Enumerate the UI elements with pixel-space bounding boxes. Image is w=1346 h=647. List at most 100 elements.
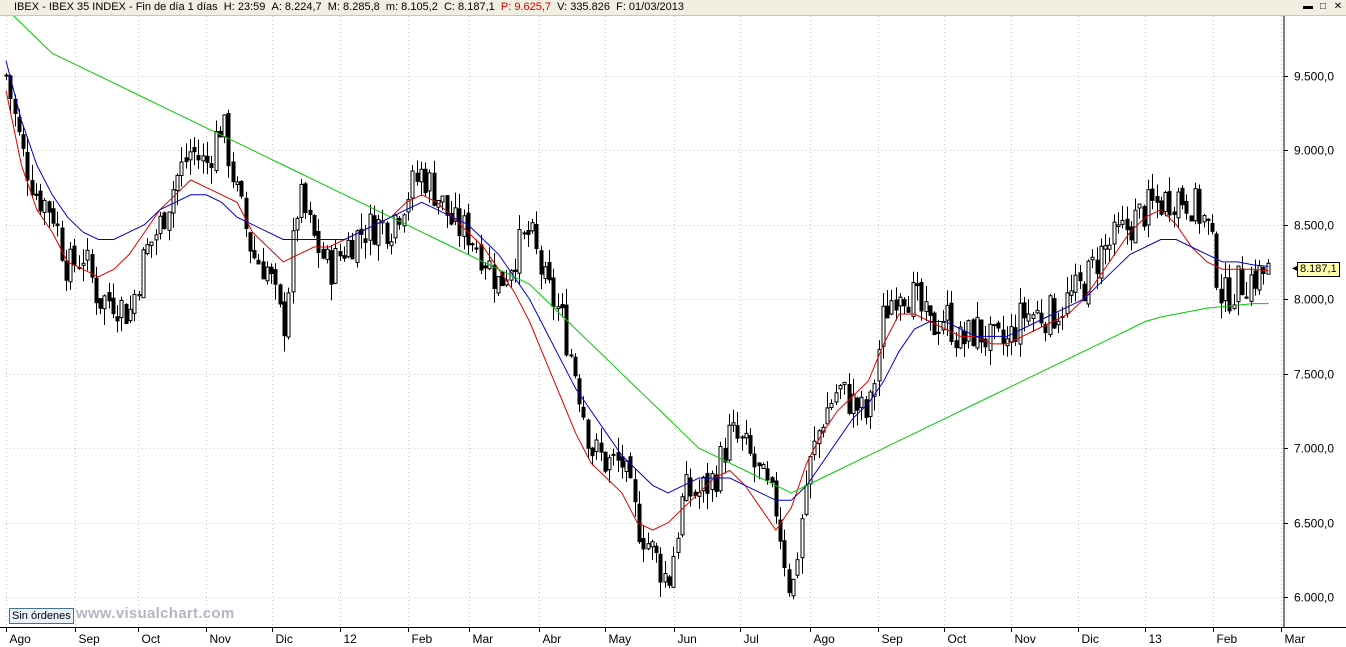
header-close: C: 8.187,1	[443, 1, 495, 13]
candle-body	[1159, 200, 1164, 215]
candle-body	[1099, 245, 1104, 279]
candle-body	[115, 316, 120, 322]
candle-body	[205, 155, 210, 163]
candle-body	[312, 215, 317, 236]
candle-body	[453, 207, 458, 222]
candle-body	[1031, 314, 1036, 319]
candle-body	[671, 555, 676, 588]
maximize-icon[interactable]: □	[1319, 1, 1327, 12]
candle-body	[192, 146, 197, 153]
candle-body	[1167, 191, 1172, 216]
candle-body	[624, 460, 629, 473]
candle-body	[1197, 188, 1202, 224]
candle-body	[321, 248, 326, 259]
candle-body	[522, 232, 527, 235]
last-price-label: 8.187,1	[1297, 262, 1340, 277]
candle-body	[107, 291, 112, 302]
candle-body	[941, 321, 946, 331]
candle-body	[389, 241, 394, 247]
candle-body	[748, 435, 753, 454]
candle-body	[308, 209, 313, 215]
candle-body	[55, 223, 60, 227]
header-date: F: 01/03/2013	[616, 1, 684, 13]
candle-body	[500, 271, 505, 287]
x-axis: Ago Sep Oct Nov Dic 12 Feb Mar Abr May Jun Jul Ago Se…	[0, 627, 1346, 646]
candle-body	[680, 496, 685, 536]
candle-body	[641, 538, 646, 550]
candle-body	[581, 406, 586, 418]
header-symbol: IBEX	[14, 1, 40, 13]
candle-body	[432, 172, 437, 206]
price-chart[interactable]: 6.000,0 6.500,0 7.000,0 7.500,0 8.000,0 8.500…	[0, 16, 1346, 647]
candle-body	[1120, 219, 1125, 225]
candle-body	[128, 308, 133, 322]
candle-body	[179, 161, 184, 177]
candle-body	[256, 259, 261, 265]
watermark: www.visualchart.com	[76, 605, 235, 622]
candle-body	[881, 305, 886, 347]
candle-body	[483, 265, 488, 269]
candle-body	[244, 197, 249, 230]
x-tick-label: Oct	[142, 632, 161, 646]
candle-body	[885, 305, 890, 319]
candle-body	[119, 299, 124, 319]
candle-body	[573, 356, 578, 377]
candle-body	[650, 541, 655, 548]
candle-body	[385, 222, 390, 244]
candle-body	[795, 559, 800, 576]
candle-body	[406, 199, 411, 213]
candle-body	[265, 266, 270, 282]
candle-body	[68, 248, 73, 283]
x-tick-label: 13	[1149, 632, 1163, 646]
candle-body	[410, 170, 415, 199]
x-tick-label: May	[609, 632, 632, 646]
ma-slow-line	[12, 16, 1269, 494]
candle-body	[1223, 277, 1228, 302]
candle-body	[355, 230, 360, 263]
chart-grid	[6, 16, 1284, 627]
candle-body	[1244, 296, 1249, 299]
candle-body	[658, 553, 663, 583]
close-icon[interactable]: ✕	[1333, 1, 1343, 12]
candle-body	[34, 193, 39, 196]
candle-body	[633, 479, 638, 503]
candle-body	[757, 462, 762, 467]
candle-body	[346, 239, 351, 258]
candle-body	[727, 424, 732, 461]
chart-header-text: IBEX - IBEX 35 INDEX - Fin de día 1 días…	[14, 1, 684, 13]
candle-body	[1202, 215, 1207, 223]
candle-body	[462, 215, 467, 237]
candle-body	[415, 172, 420, 182]
candle-body	[1219, 288, 1224, 304]
candle-body	[1206, 218, 1211, 221]
candle-body	[60, 227, 65, 261]
candle-body	[124, 304, 129, 325]
candle-body	[1227, 277, 1232, 312]
candle-body	[457, 208, 462, 237]
candle-body	[1082, 283, 1087, 302]
candle-body	[971, 319, 976, 347]
candle-body	[1180, 187, 1185, 206]
candle-body	[1069, 290, 1074, 296]
header-sep-1: -	[39, 1, 49, 13]
candle-body	[654, 545, 659, 554]
candle-body	[1137, 203, 1142, 209]
candle-body	[286, 292, 291, 338]
candle-body	[1095, 259, 1100, 275]
candle-body	[526, 230, 531, 235]
x-tick-label: Sep	[882, 632, 904, 646]
candle-body	[958, 326, 963, 349]
candle-body	[684, 474, 689, 501]
candle-body	[877, 349, 882, 382]
minimize-icon[interactable]: ▬	[1303, 1, 1313, 12]
candle-body	[42, 199, 47, 213]
x-tick-label: Jul	[744, 632, 759, 646]
candle-body	[329, 250, 334, 285]
candle-body	[338, 251, 343, 257]
candle-body	[295, 217, 300, 231]
orders-button[interactable]: Sin órdenes	[9, 608, 74, 624]
candle-body	[714, 474, 719, 492]
candle-body	[252, 250, 257, 259]
candle-body	[1193, 188, 1198, 222]
candle-body	[1253, 270, 1258, 289]
